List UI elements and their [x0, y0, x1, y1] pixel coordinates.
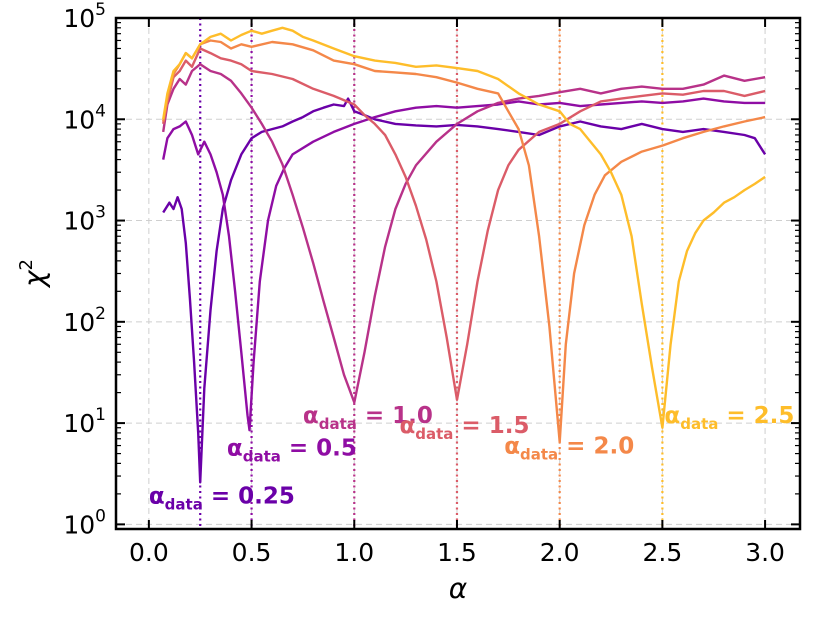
annotation-symbol: α: [664, 403, 680, 429]
y-tick-label: 100: [63, 506, 106, 539]
annotation-symbol: α: [227, 435, 243, 461]
annotation-subscript: data: [680, 415, 718, 433]
annotation-value: = 2.5: [718, 403, 794, 429]
x-tick-label: 0.5: [232, 538, 272, 567]
annotation-symbol: α: [504, 434, 520, 460]
y-tick-label-exponent: 4: [95, 101, 106, 121]
series-annotation: αdata = 1.0: [303, 403, 433, 433]
annotation-subscript: data: [165, 496, 203, 514]
series-annotation: αdata = 0.25: [149, 484, 295, 514]
x-tick-label: 0.0: [129, 538, 169, 567]
series-annotation: αdata = 1.5: [399, 413, 529, 443]
series-line: [162, 47, 766, 401]
y-axis-label-superscript: 2: [16, 259, 37, 270]
annotation-subscript: data: [243, 447, 281, 465]
y-tick-label-base: 10: [63, 207, 95, 236]
x-tick-label: 1.0: [334, 538, 374, 567]
series-lines: [162, 26, 767, 484]
y-tick-label-base: 10: [63, 510, 95, 539]
x-tick-label: 2.0: [540, 538, 580, 567]
annotation-subscript: data: [520, 446, 558, 464]
series-line: [162, 39, 766, 444]
annotation-subscript: data: [415, 425, 453, 443]
annotation-symbol: α: [149, 484, 165, 510]
annotation-subscript: data: [319, 415, 357, 433]
series-annotation: αdata = 2.0: [504, 434, 634, 464]
annotation-symbol: α: [399, 413, 415, 439]
y-tick-label: 104: [63, 101, 106, 134]
series-line: [162, 26, 766, 429]
y-tick-label-exponent: 1: [95, 405, 106, 425]
y-tick-label-base: 10: [63, 4, 95, 33]
y-tick-label: 102: [63, 304, 106, 337]
series-annotation: αdata = 2.5: [664, 403, 794, 433]
annotation-value: = 1.5: [453, 413, 529, 439]
series-line: [162, 63, 766, 404]
series-line: [162, 97, 766, 432]
series-annotation: αdata = 0.5: [227, 435, 357, 465]
x-axis-label: α: [449, 572, 468, 605]
x-tick-label: 1.5: [437, 538, 477, 567]
y-tick-label-base: 10: [63, 409, 95, 438]
y-tick-label-exponent: 2: [95, 304, 106, 324]
y-tick-label-exponent: 0: [95, 506, 106, 526]
annotation-value: = 1.0: [357, 403, 433, 429]
y-tick-label-base: 10: [63, 105, 95, 134]
x-tick-label: 3.0: [745, 538, 785, 567]
y-axis-label: χ2: [16, 259, 51, 289]
y-tick-label: 105: [63, 0, 106, 33]
y-tick-label-exponent: 3: [95, 203, 106, 223]
annotation-value: = 2.0: [558, 434, 634, 460]
x-tick-label: 2.5: [642, 538, 682, 567]
y-tick-label: 101: [63, 405, 106, 438]
y-tick-label-base: 10: [63, 308, 95, 337]
x-axis-ticks: 0.0 0.5 1.0 1.5 2.0 2.5 3.0: [129, 18, 785, 567]
series-line: [162, 97, 767, 484]
annotation-value: = 0.25: [203, 484, 295, 510]
y-tick-label: 103: [63, 203, 106, 236]
y-tick-label-exponent: 5: [95, 0, 106, 20]
annotation-value: = 0.5: [281, 435, 357, 461]
annotation-symbol: α: [303, 403, 319, 429]
y-axis-label-symbol: χ: [18, 269, 51, 289]
